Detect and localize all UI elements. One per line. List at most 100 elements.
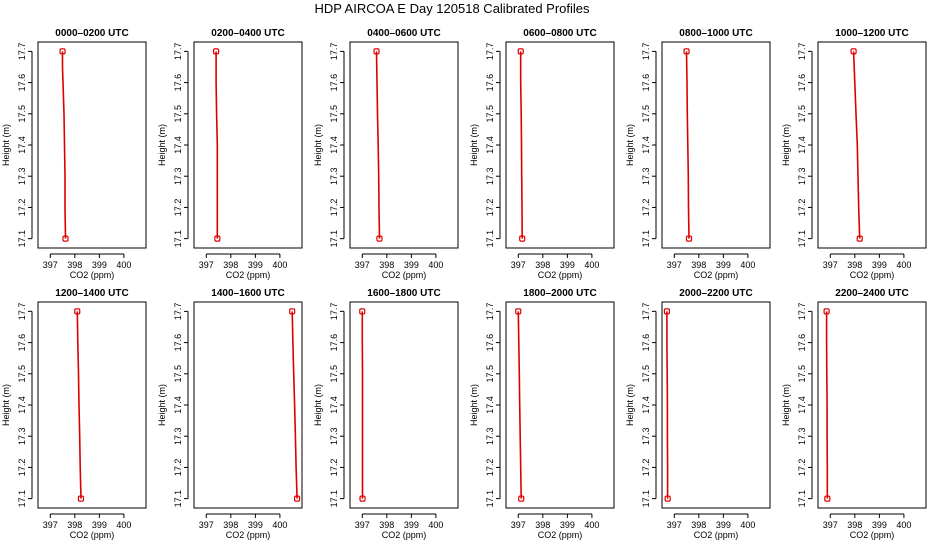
x-axis-label: CO2 (ppm) — [694, 270, 739, 280]
profile-line — [291, 311, 298, 499]
y-tick-label: 17.5 — [797, 105, 807, 123]
x-tick-label: 400 — [584, 260, 599, 270]
panel-10: 2000–2200 UTC 397 398 399 400 17.1 17.2 17.3 17.… — [625, 288, 771, 540]
x-tick-label: 400 — [584, 520, 599, 530]
profile-line — [825, 311, 829, 499]
y-tick-label: 17.3 — [173, 167, 183, 185]
y-tick-label: 17.4 — [329, 136, 339, 154]
x-axis-label: CO2 (ppm) — [850, 530, 895, 540]
x-tick-label: 397 — [43, 260, 58, 270]
y-tick-label: 17.5 — [797, 365, 807, 383]
y-tick-label: 17.3 — [17, 427, 27, 445]
plot-frame — [817, 41, 927, 249]
y-tick-label: 17.6 — [17, 334, 27, 352]
x-tick-label: 397 — [667, 520, 682, 530]
y-tick-label: 17.4 — [485, 396, 495, 414]
x-tick-label: 399 — [560, 520, 575, 530]
plot-frame — [661, 301, 771, 509]
profile-point — [214, 235, 221, 242]
y-tick-label: 17.5 — [329, 365, 339, 383]
y-tick-label: 17.2 — [485, 459, 495, 477]
y-tick-label: 17.7 — [485, 43, 495, 61]
y-tick-label: 17.1 — [641, 490, 651, 508]
y-tick-label: 17.6 — [797, 334, 807, 352]
y-axis-label: Height (m) — [313, 384, 323, 426]
y-tick-label: 17.7 — [173, 43, 183, 61]
y-axis-label: Height (m) — [625, 124, 635, 166]
y-tick-label: 17.7 — [641, 303, 651, 321]
y-tick-label: 17.4 — [797, 396, 807, 414]
panel-title: 2200–2400 UTC — [835, 288, 908, 299]
y-tick-label: 17.6 — [797, 74, 807, 92]
x-axis-label: CO2 (ppm) — [226, 530, 271, 540]
y-tick-label: 17.4 — [485, 136, 495, 154]
x-axis-label: CO2 (ppm) — [850, 270, 895, 280]
profile-point — [685, 235, 693, 242]
profile-line — [215, 51, 219, 239]
y-tick-label: 17.3 — [797, 167, 807, 185]
panel-title: 1800–2000 UTC — [523, 288, 596, 299]
y-axis-label: Height (m) — [469, 384, 479, 426]
y-tick-label: 17.2 — [797, 459, 807, 477]
panel-8: 1600–1800 UTC 397 398 399 400 17.1 17.2 17.3 17.… — [313, 288, 459, 540]
profile-point — [289, 308, 296, 315]
profile-point — [664, 495, 671, 502]
plot-frame — [505, 301, 615, 509]
x-tick-label: 399 — [404, 520, 419, 530]
panel-title: 2000–2200 UTC — [679, 288, 752, 299]
y-tick-label: 17.3 — [173, 427, 183, 445]
y-tick-label: 17.6 — [641, 74, 651, 92]
y-tick-label: 17.4 — [17, 136, 27, 154]
profile-point — [359, 495, 366, 502]
y-axis-label: Height (m) — [1, 384, 11, 426]
plot-frame — [661, 41, 771, 249]
profile-line — [666, 311, 669, 499]
y-axis-label: Height (m) — [781, 384, 791, 426]
profile-point — [663, 308, 671, 315]
x-tick-label: 400 — [740, 520, 755, 530]
y-tick-label: 17.2 — [641, 199, 651, 217]
x-tick-label: 397 — [823, 260, 838, 270]
plot-frame — [505, 41, 615, 249]
y-tick-label: 17.6 — [173, 334, 183, 352]
x-tick-label: 398 — [379, 260, 394, 270]
y-tick-label: 17.6 — [329, 334, 339, 352]
y-tick-label: 17.2 — [329, 459, 339, 477]
panel-title: 1200–1400 UTC — [55, 288, 128, 299]
y-tick-label: 17.7 — [797, 303, 807, 321]
profile-point — [517, 48, 524, 55]
x-axis-label: CO2 (ppm) — [694, 530, 739, 540]
x-tick-label: 398 — [67, 260, 82, 270]
x-tick-label: 400 — [272, 520, 287, 530]
x-tick-label: 399 — [404, 260, 419, 270]
y-tick-label: 17.4 — [173, 396, 183, 414]
y-tick-label: 17.7 — [173, 303, 183, 321]
y-tick-label: 17.1 — [17, 230, 27, 248]
y-tick-label: 17.7 — [485, 303, 495, 321]
y-tick-label: 17.5 — [485, 105, 495, 123]
profile-point — [77, 495, 85, 502]
y-tick-label: 17.4 — [797, 136, 807, 154]
profile-point — [62, 235, 69, 242]
y-tick-label: 17.3 — [329, 427, 339, 445]
x-axis-label: CO2 (ppm) — [382, 270, 427, 280]
panel-7: 1400–1600 UTC 397 398 399 400 17.1 17.2 17.3 17.… — [157, 288, 303, 540]
y-tick-label: 17.6 — [173, 74, 183, 92]
y-tick-label: 17.1 — [17, 490, 27, 508]
profile-point — [824, 495, 831, 502]
y-tick-label: 17.1 — [641, 230, 651, 248]
profile-point — [515, 308, 522, 315]
y-axis-label: Height (m) — [469, 124, 479, 166]
x-tick-label: 400 — [116, 520, 131, 530]
y-tick-label: 17.5 — [173, 365, 183, 383]
y-tick-label: 17.1 — [797, 490, 807, 508]
y-tick-label: 17.1 — [329, 230, 339, 248]
y-tick-label: 17.1 — [173, 490, 183, 508]
y-tick-label: 17.4 — [173, 136, 183, 154]
y-tick-label: 17.2 — [485, 199, 495, 217]
y-tick-label: 17.3 — [485, 427, 495, 445]
y-tick-label: 17.1 — [329, 490, 339, 508]
plot-frame — [349, 41, 459, 249]
panel-title: 0400–0600 UTC — [367, 28, 440, 39]
x-tick-label: 397 — [511, 260, 526, 270]
